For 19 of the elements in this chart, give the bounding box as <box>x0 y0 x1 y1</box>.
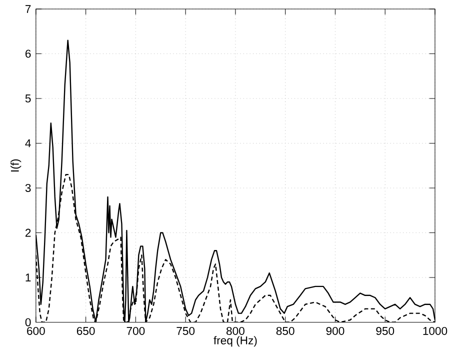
x-tick-label: 600 <box>27 326 45 335</box>
x-tick-label: 700 <box>126 326 145 335</box>
y-tick-label: 0 <box>25 318 31 326</box>
x-tick-label: 800 <box>226 326 244 335</box>
x-tick-label: 950 <box>376 326 394 335</box>
x-tick-label: 750 <box>176 326 195 335</box>
y-tick-label: 4 <box>25 139 31 148</box>
y-tick-label: 7 <box>26 5 31 13</box>
y-tick-label: 6 <box>26 50 31 58</box>
x-tick-label: 900 <box>326 326 344 335</box>
y-axis-title: I(f) <box>10 159 22 172</box>
x-tick-label: 650 <box>76 326 95 335</box>
x-tick-label: 850 <box>276 326 294 335</box>
x-tick-label: 1000 <box>423 326 448 335</box>
y-tick-label: 5 <box>25 94 31 102</box>
y-tick-label: 2 <box>26 228 31 237</box>
x-axis-title: freq (Hz) <box>214 336 257 347</box>
y-tick-label: 1 <box>26 274 31 282</box>
y-tick-label: 3 <box>25 184 31 192</box>
